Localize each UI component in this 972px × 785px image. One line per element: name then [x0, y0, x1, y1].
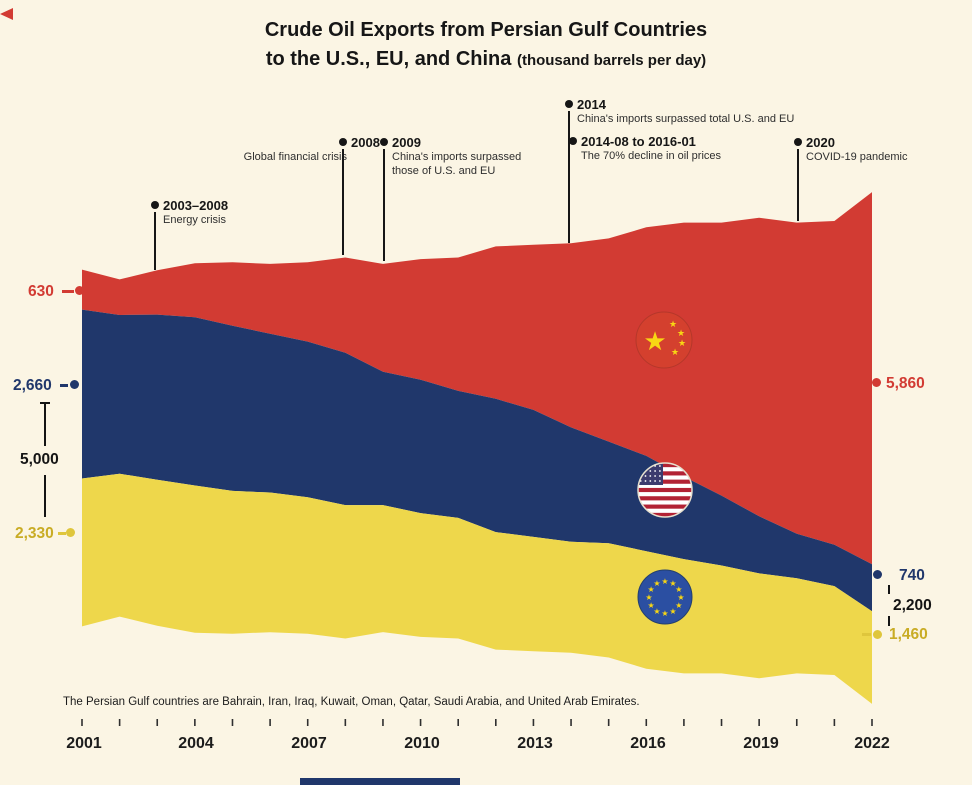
right-connector-eu — [862, 633, 871, 636]
svg-text:★: ★ — [669, 579, 676, 588]
annotation-line — [383, 149, 385, 261]
area-eu — [82, 473, 872, 704]
left-total-bracket-bottom — [44, 475, 46, 517]
bottom-bar-artifact — [300, 778, 460, 785]
chart-title-line2: to the U.S., EU, and China (thousand bar… — [0, 45, 972, 74]
svg-text:★: ★ — [678, 339, 686, 349]
svg-text:★: ★ — [653, 579, 660, 588]
annotation-title: 2014 — [577, 97, 606, 112]
left-value-china: 630 — [28, 283, 54, 300]
right-dot-china — [872, 378, 881, 387]
right-value-us: 740 — [899, 567, 925, 584]
red-arrow-artifact — [0, 8, 13, 20]
left-connector-eu — [58, 532, 66, 535]
annotation-line — [568, 111, 570, 243]
left-value-eu: 2,330 — [15, 525, 54, 542]
svg-text:★: ★ — [675, 585, 682, 594]
left-value-us: 2,660 — [13, 377, 52, 394]
svg-text:★: ★ — [661, 609, 668, 618]
annotation-title: 2009 — [392, 135, 421, 150]
left-connector-us — [60, 384, 68, 387]
annotation-title: 2020 — [806, 135, 835, 150]
annotation-desc: The 70% decline in oil prices — [581, 150, 722, 162]
area-us — [82, 309, 872, 612]
svg-text:★: ★ — [648, 585, 655, 594]
x-tick-label-2004: 2004 — [178, 735, 214, 752]
right-dot-us — [873, 570, 882, 579]
annotation-dot — [569, 137, 577, 145]
left-dot-eu — [66, 528, 75, 537]
svg-text:★: ★ — [669, 320, 677, 330]
x-tick-label-2013: 2013 — [517, 735, 553, 752]
annotation-dot — [794, 138, 802, 146]
right-value-china: 5,860 — [886, 375, 925, 392]
annotation-desc: China's imports surpassed those of U.S. … — [392, 151, 522, 177]
x-tick-label-2016: 2016 — [630, 735, 666, 752]
svg-text:★: ★ — [677, 329, 685, 339]
left-dot-us — [70, 380, 79, 389]
annotation-line — [342, 149, 344, 255]
svg-text:★: ★ — [675, 601, 682, 610]
x-tick-label-2010: 2010 — [404, 735, 440, 752]
svg-text:★: ★ — [661, 577, 668, 586]
chart-title-line1: Crude Oil Exports from Persian Gulf Coun… — [264, 19, 708, 41]
svg-text:★: ★ — [648, 601, 655, 610]
right-total-bracket-top — [888, 585, 890, 594]
title-block: Crude Oil Exports from Persian Gulf Coun… — [0, 16, 972, 74]
chart-title-line2-text: to the U.S., EU, and China — [265, 48, 512, 70]
svg-text:★: ★ — [653, 607, 660, 616]
annotation-line — [797, 149, 799, 221]
right-connector-us — [862, 573, 871, 576]
svg-text:★: ★ — [671, 348, 679, 358]
annotation-desc: Energy crisis — [163, 214, 226, 226]
svg-text:★: ★ — [643, 327, 666, 357]
annotation-dot — [565, 100, 573, 108]
eu-flag-icon: ★ ★★★★★★★★★★★ — [637, 569, 693, 625]
china-flag-icon: ★★★★★ — [635, 311, 693, 369]
annotation-dot — [151, 201, 159, 209]
right-dot-eu — [873, 630, 882, 639]
annotation-title: 2003–2008 — [163, 198, 229, 213]
us-flag-icon — [638, 463, 692, 517]
annotation-title: 2014-08 to 2016-01 — [581, 134, 696, 149]
annotation-dot — [339, 138, 347, 146]
x-tick-label-2001: 2001 — [66, 735, 102, 752]
right-connector-china — [864, 382, 872, 385]
annotation-dot — [380, 138, 388, 146]
left-connector-china — [62, 290, 74, 293]
annotation-title: 2008 — [351, 135, 380, 150]
left-total-bracket-top — [44, 402, 46, 446]
footnote: The Persian Gulf countries are Bahrain, … — [63, 696, 640, 708]
svg-text:★: ★ — [645, 593, 652, 602]
x-tick-label-2007: 2007 — [291, 735, 327, 752]
x-axis-ticks — [81, 719, 873, 726]
annotation-line — [154, 212, 156, 270]
right-value-eu: 1,460 — [889, 626, 928, 643]
annotation-desc: China's imports surpassed total U.S. and… — [577, 113, 795, 125]
svg-text:★: ★ — [677, 593, 684, 602]
right-value-us-eu-total: 2,200 — [893, 597, 932, 614]
left-dot-china — [75, 286, 84, 295]
svg-text:★: ★ — [669, 607, 676, 616]
right-total-bracket-bottom — [888, 616, 890, 626]
x-tick-label-2022: 2022 — [854, 735, 890, 752]
chart-title-unit: (thousand barrels per day) — [516, 52, 707, 69]
x-tick-label-2019: 2019 — [743, 735, 779, 752]
annotation-desc: Global financial crisis — [243, 151, 347, 163]
annotation-desc: COVID-19 pandemic — [806, 151, 908, 163]
left-value-us-eu-total: 5,000 — [20, 451, 59, 468]
